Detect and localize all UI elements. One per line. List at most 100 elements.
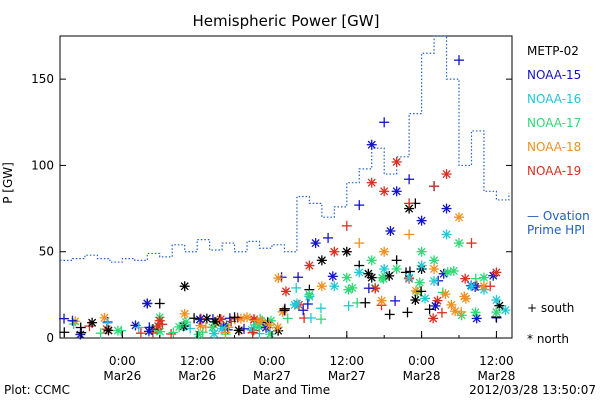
cluster-marker [298, 305, 309, 316]
cluster-marker [180, 317, 191, 328]
cluster-marker [280, 286, 291, 297]
data-point [316, 255, 327, 266]
x-tick-time: 0:00 [258, 354, 285, 368]
cluster-marker [246, 324, 257, 335]
data-point [154, 298, 165, 309]
y-tick-label: 150 [31, 72, 54, 86]
cluster-marker [247, 327, 258, 338]
data-point [410, 295, 421, 306]
legend-entry: NOAA-17 [527, 116, 581, 130]
data-point [416, 260, 427, 271]
x-tick-time: 0:00 [109, 354, 136, 368]
data-point [391, 156, 402, 167]
cluster-marker [273, 273, 284, 284]
timestamp: 2012/03/28 13:50:07 [469, 383, 596, 397]
cluster-marker [293, 272, 304, 283]
cluster-marker [347, 282, 358, 293]
cluster-marker [220, 327, 231, 338]
x-tick-date: Mar27 [328, 369, 366, 383]
data-point [379, 263, 390, 274]
cluster-marker [360, 297, 371, 308]
cluster-marker [305, 312, 316, 323]
data-point [67, 315, 78, 326]
data-point [404, 174, 415, 185]
cluster-marker [194, 314, 205, 325]
cluster-marker [402, 307, 413, 318]
data-point [304, 260, 315, 271]
data-point [354, 200, 365, 211]
data-point [429, 255, 440, 266]
cluster-marker [76, 327, 87, 338]
data-point [379, 117, 390, 128]
legend-entry: NOAA-19 [527, 164, 581, 178]
cluster-marker [265, 329, 276, 340]
legend: METP-02 NOAA-15 NOAA-16 NOAA-17 NOAA-18 NOAA-… [527, 44, 590, 346]
cluster-marker [262, 317, 273, 328]
cluster-marker [133, 322, 144, 333]
data-point [391, 263, 402, 274]
data-point [329, 246, 340, 257]
data-point [229, 312, 240, 323]
legend-south: + south [527, 301, 574, 315]
y-tick-label: 50 [39, 245, 54, 259]
cluster-marker [446, 299, 457, 310]
data-point [454, 212, 465, 223]
scatter-marks-layer [59, 55, 511, 340]
legend-entry: NOAA-16 [527, 92, 581, 106]
data-point [354, 238, 365, 249]
data-point [416, 246, 427, 257]
data-point [391, 255, 402, 266]
x-tick-time: 12:00 [479, 354, 514, 368]
data-point [441, 229, 452, 240]
data-point [329, 281, 340, 292]
cluster-marker [440, 289, 451, 300]
x-tick-date: Mar28 [477, 369, 515, 383]
data-point [354, 267, 365, 278]
cluster-marker [166, 328, 177, 339]
cluster-marker [500, 305, 511, 316]
data-point [366, 139, 377, 150]
cluster-marker [252, 315, 263, 326]
data-point [441, 169, 452, 180]
data-point [478, 272, 489, 283]
x-tick-date: Mar28 [403, 369, 441, 383]
cluster-marker [459, 291, 470, 302]
data-point [466, 238, 477, 249]
data-point [291, 298, 302, 309]
data-point [416, 215, 427, 226]
cluster-marker [95, 328, 106, 339]
y-tick-label: 0 [46, 331, 54, 345]
data-point [429, 181, 440, 192]
data-point [142, 298, 153, 309]
y-axis-label: P [GW] [1, 162, 15, 204]
cluster-marker [207, 322, 218, 333]
cluster-marker [376, 295, 387, 306]
y-tick-label: 100 [31, 158, 54, 172]
data-point [491, 307, 502, 318]
x-tick-date: Mar26 [103, 369, 141, 383]
cluster-marker [456, 306, 467, 317]
cluster-marker [102, 317, 113, 328]
cluster-marker [59, 327, 70, 338]
cluster-marker [302, 299, 313, 310]
data-point [491, 267, 502, 278]
cluster-marker [233, 325, 244, 336]
cluster-marker [428, 313, 439, 324]
legend-entry: NOAA-18 [527, 140, 581, 154]
data-point [454, 55, 465, 66]
cluster-marker [470, 307, 481, 318]
cluster-marker [384, 270, 395, 281]
data-point [379, 246, 390, 257]
x-axis-label: Date and Time [242, 383, 330, 397]
cluster-marker [282, 313, 293, 324]
cluster-marker [384, 309, 395, 320]
cluster-marker [174, 321, 185, 332]
x-tick-date: Mar26 [178, 369, 216, 383]
cluster-marker [390, 295, 401, 306]
data-point [341, 220, 352, 231]
axes-layer: 0501001500:00Mar2612:00Mar260:00Mar2712:… [31, 72, 515, 383]
cluster-marker [315, 303, 326, 314]
data-point [391, 186, 402, 197]
data-point [454, 238, 465, 249]
data-point [404, 229, 415, 240]
